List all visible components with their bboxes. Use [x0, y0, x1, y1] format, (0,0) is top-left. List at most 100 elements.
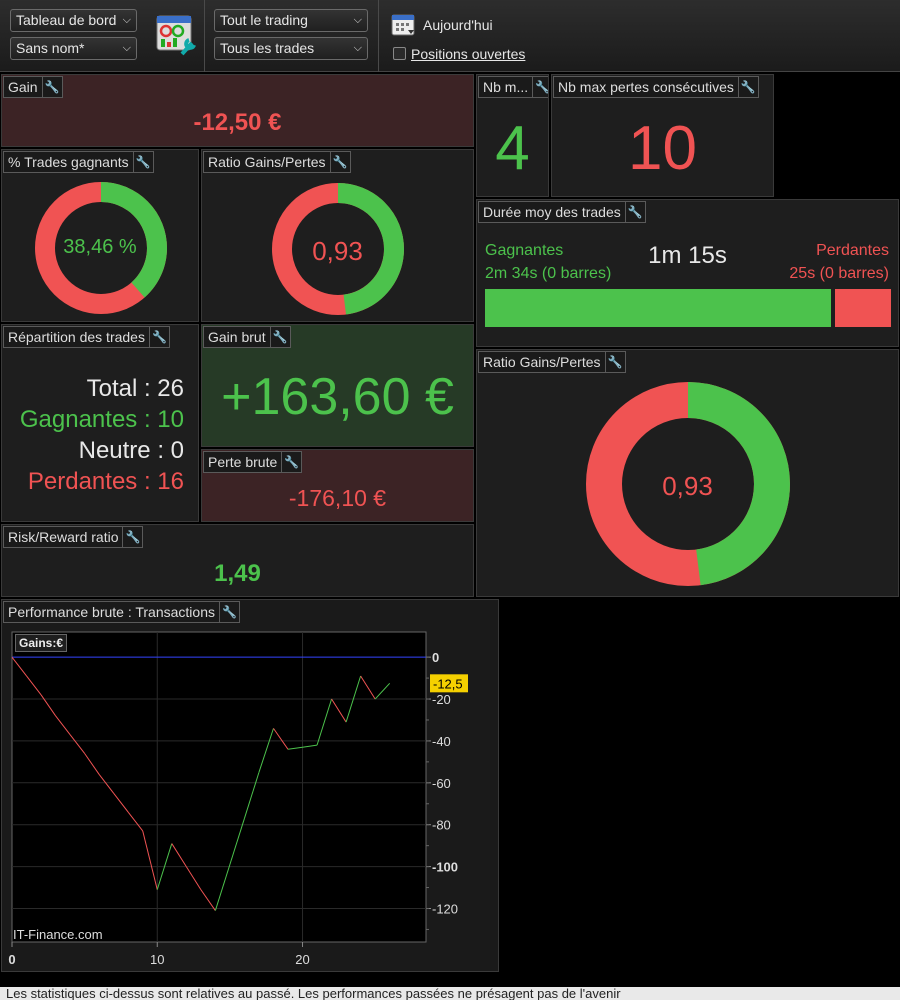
ratio-large-panel: Ratio Gains/Pertes 🔧 0,93 [476, 349, 899, 597]
series-segment-down [127, 811, 144, 832]
x-axis: 0 10 20 [8, 942, 310, 967]
risk-reward-value: 1,49 [214, 560, 261, 587]
last-value-text: -12,5 [433, 676, 463, 691]
ratio-small-value: 0,93 [312, 236, 363, 266]
panel-title: Nb m... 🔧 [478, 76, 548, 98]
chevron-down-icon: ⌵ [353, 42, 362, 54]
wrench-icon[interactable]: 🔧 [269, 327, 290, 347]
series-segment-down [185, 866, 202, 890]
panel-title: Ratio Gains/Pertes 🔧 [478, 351, 626, 373]
panel-title: Ratio Gains/Pertes 🔧 [203, 151, 351, 173]
duration-win-value: 2m 34s (0 barres) [485, 265, 612, 282]
winning-trades-title: % Trades gagnants [8, 154, 129, 170]
series-segment-down [40, 694, 56, 717]
toolbar-separator [378, 0, 379, 72]
dashboard-settings-icon[interactable] [156, 14, 196, 56]
y-tick-label: -120 [432, 901, 458, 916]
dashboard-select[interactable]: Tableau de bord ⌵ [10, 9, 137, 32]
series-segment-up [302, 744, 318, 748]
wrench-icon[interactable]: 🔧 [41, 77, 62, 97]
y-tick-label: -100 [432, 860, 458, 875]
performance-chart[interactable]: 0 -20 -40 -60 -80 -100 -120 0 10 20 -12,5 [2, 600, 499, 972]
series-segment-down [55, 715, 71, 735]
y-tick-label: 0 [432, 650, 439, 665]
x-tick-label: 20 [295, 952, 309, 967]
panel-title: Gain brut 🔧 [203, 326, 291, 348]
series-segment-down [11, 656, 27, 677]
open-positions-checkbox[interactable] [393, 47, 406, 60]
max-consecutive-gains-panel: Nb m... 🔧 4 [476, 74, 549, 197]
last-value-label: -12,5 [430, 674, 468, 693]
distribution-loss: Perdantes : 16 [27, 468, 184, 495]
panel-title: Durée moy des trades 🔧 [478, 201, 646, 223]
ratio-large-donut [586, 382, 790, 586]
distribution-neutral: Neutre : 0 [78, 437, 184, 464]
layout-select[interactable]: Sans nom* ⌵ [10, 37, 137, 60]
panel-title: Risk/Reward ratio 🔧 [3, 526, 144, 548]
trading-filter-value: Tout le trading [220, 12, 308, 28]
series-segment-down [360, 675, 376, 700]
series-segment-down [69, 734, 86, 754]
series-segment-up [345, 675, 362, 723]
open-positions-label[interactable]: Positions ouvertes [411, 46, 526, 62]
calendar-icon[interactable] [391, 12, 417, 38]
ratio-large-value: 0,93 [662, 471, 713, 501]
series-segment-down [331, 698, 347, 723]
distribution-total: Total : 26 [86, 375, 184, 402]
donut-win-arc [272, 183, 404, 315]
performance-series [11, 656, 391, 911]
toolbar: Tableau de bord ⌵ Sans nom* ⌵ Tout le tr… [0, 0, 900, 72]
today-label[interactable]: Aujourd'hui [423, 17, 493, 33]
donut-win-arc [586, 382, 790, 586]
wrench-icon[interactable]: 🔧 [532, 77, 548, 97]
series-segment-down [142, 830, 158, 890]
ratio-small-title: Ratio Gains/Pertes [208, 154, 326, 170]
duration-title: Durée moy des trades [483, 204, 621, 220]
y-axis: 0 -20 -40 -60 -80 -100 -120 [426, 650, 458, 930]
last-value-badge [430, 674, 468, 693]
wrench-icon[interactable]: 🔧 [329, 152, 350, 172]
plot-area [11, 631, 427, 943]
ratio-small-donut [272, 183, 404, 315]
panel-title: Gain 🔧 [3, 76, 63, 98]
wrench-icon[interactable]: 🔧 [281, 452, 301, 472]
series-segment-up [316, 698, 333, 746]
wrench-icon[interactable]: 🔧 [122, 527, 142, 547]
panel-title: Performance brute : Transactions 🔧 [3, 601, 240, 623]
wrench-icon[interactable]: 🔧 [737, 77, 758, 97]
distribution-win: Gagnantes : 10 [19, 406, 184, 433]
performance-panel: Performance brute : Transactions 🔧 0 -20-… [1, 599, 499, 972]
panel-title: Répartition des trades 🔧 [3, 326, 170, 348]
wrench-icon[interactable]: 🔧 [132, 152, 153, 172]
wrench-icon[interactable]: 🔧 [604, 352, 625, 372]
y-tick-label: -40 [432, 734, 451, 749]
gross-gain-panel: Gain brut 🔧 +163,60 € [201, 324, 474, 447]
series-segment-up [258, 728, 274, 773]
wrench-icon[interactable]: 🔧 [624, 202, 645, 222]
ratio-large-title: Ratio Gains/Pertes [483, 354, 601, 370]
avg-duration-panel: Durée moy des trades 🔧 Gagnantes 2m 34s … [476, 199, 899, 347]
trades-filter-select[interactable]: Tous les trades ⌵ [214, 37, 368, 60]
gain-panel: Gain 🔧 -12,50 € [1, 74, 474, 147]
wrench-icon[interactable]: 🔧 [148, 327, 169, 347]
series-segment-up [243, 772, 260, 819]
distribution-title: Répartition des trades [8, 329, 145, 345]
gain-title: Gain [8, 79, 38, 95]
chevron-down-icon: ⌵ [122, 42, 131, 54]
legend-label: Gains:€ [19, 636, 64, 650]
series-segment-up [214, 864, 231, 911]
series-segment-down [113, 792, 129, 813]
layout-select-value: Sans nom* [16, 40, 85, 56]
panel-title: Nb max pertes consécutives 🔧 [553, 76, 759, 98]
y-tick-label: -20 [432, 692, 451, 707]
gross-loss-panel: Perte brute 🔧 -176,10 € [201, 449, 474, 522]
risk-reward-panel: Risk/Reward ratio 🔧 1,49 [1, 524, 474, 597]
x-tick-label: 0 [8, 952, 15, 967]
panel-title: % Trades gagnants 🔧 [3, 151, 154, 173]
series-segment-up [156, 843, 173, 890]
duration-win-label: Gagnantes [485, 242, 564, 259]
trades-filter-value: Tous les trades [220, 40, 315, 56]
trading-filter-select[interactable]: Tout le trading ⌵ [214, 9, 368, 32]
dashboard-select-value: Tableau de bord [16, 12, 117, 28]
wrench-icon[interactable]: 🔧 [219, 602, 239, 622]
